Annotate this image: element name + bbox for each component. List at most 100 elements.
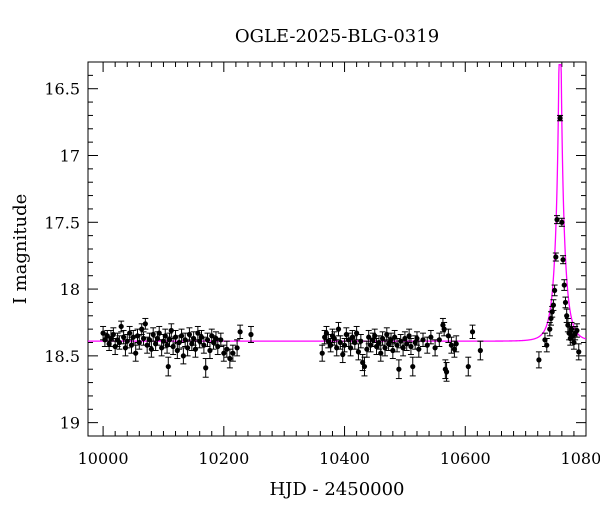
point-marker bbox=[428, 334, 434, 340]
point-marker bbox=[355, 349, 362, 355]
data-point bbox=[355, 343, 362, 361]
data-points bbox=[100, 114, 582, 382]
point-marker bbox=[576, 349, 582, 355]
data-point bbox=[381, 339, 388, 357]
point-marker bbox=[210, 339, 217, 346]
data-point bbox=[561, 279, 568, 291]
data-point bbox=[237, 324, 244, 339]
point-marker bbox=[451, 346, 458, 352]
point-marker bbox=[559, 219, 565, 225]
point-marker bbox=[408, 343, 414, 350]
point-marker bbox=[554, 217, 560, 223]
point-marker bbox=[335, 326, 342, 332]
point-marker bbox=[178, 333, 185, 339]
data-point bbox=[214, 337, 221, 356]
data-point bbox=[469, 324, 476, 339]
y-tick-label: 18.5 bbox=[44, 347, 80, 366]
data-point bbox=[443, 362, 450, 382]
point-marker bbox=[139, 326, 145, 332]
data-point bbox=[550, 299, 557, 311]
data-point bbox=[427, 329, 434, 345]
point-marker bbox=[218, 337, 224, 343]
data-point bbox=[407, 337, 414, 356]
data-point bbox=[130, 329, 137, 345]
point-marker bbox=[372, 333, 378, 339]
x-tick-label: 10200 bbox=[198, 449, 249, 468]
point-marker bbox=[185, 345, 191, 351]
data-point bbox=[178, 328, 185, 343]
data-point bbox=[445, 328, 452, 343]
point-marker bbox=[574, 327, 580, 334]
data-point bbox=[168, 323, 175, 338]
point-marker bbox=[197, 338, 203, 344]
point-marker bbox=[376, 339, 382, 346]
data-point bbox=[327, 337, 334, 353]
y-tick-label: 19 bbox=[60, 414, 80, 433]
point-marker bbox=[230, 350, 236, 356]
point-marker bbox=[469, 329, 476, 335]
point-marker bbox=[328, 342, 334, 348]
point-marker bbox=[436, 337, 442, 343]
point-marker bbox=[121, 334, 127, 340]
data-point bbox=[154, 331, 161, 346]
data-point bbox=[170, 337, 177, 356]
data-point bbox=[142, 317, 149, 330]
data-point bbox=[557, 114, 564, 122]
point-marker bbox=[364, 346, 370, 352]
point-marker bbox=[410, 363, 416, 370]
data-point bbox=[124, 333, 131, 349]
point-marker bbox=[130, 334, 136, 340]
data-point bbox=[150, 327, 157, 342]
point-marker bbox=[544, 342, 550, 348]
data-point bbox=[226, 348, 233, 369]
point-marker bbox=[180, 353, 186, 359]
point-marker bbox=[441, 326, 447, 332]
axis-ticks bbox=[88, 61, 587, 437]
data-point bbox=[132, 344, 139, 362]
data-point bbox=[223, 340, 230, 358]
y-axis-label: I magnitude bbox=[10, 194, 31, 305]
data-point bbox=[563, 308, 570, 323]
point-marker bbox=[477, 347, 483, 354]
point-marker bbox=[136, 339, 142, 346]
data-point bbox=[573, 323, 580, 338]
point-marker bbox=[234, 345, 240, 351]
data-point bbox=[406, 328, 413, 343]
data-point bbox=[200, 336, 207, 354]
data-point bbox=[551, 284, 558, 297]
data-point bbox=[136, 335, 143, 350]
point-marker bbox=[118, 323, 124, 330]
axis-tick-labels: 10000 10200 10400 10600 10800 16.5 17 17.5 18 18.… bbox=[44, 80, 600, 468]
point-marker bbox=[553, 254, 559, 260]
point-marker bbox=[388, 337, 394, 343]
data-point bbox=[118, 320, 125, 333]
point-marker bbox=[133, 350, 139, 356]
x-tick-label: 10800 bbox=[561, 449, 600, 468]
point-marker bbox=[361, 363, 368, 370]
data-point bbox=[319, 344, 326, 362]
point-marker bbox=[420, 337, 426, 343]
data-point bbox=[229, 344, 236, 362]
point-marker bbox=[561, 282, 567, 288]
data-point bbox=[371, 328, 378, 343]
point-marker bbox=[571, 339, 577, 346]
point-marker bbox=[127, 330, 133, 336]
point-marker bbox=[358, 338, 364, 344]
chart-title: OGLE-2025-BLG-0319 bbox=[235, 26, 439, 47]
y-tick-label: 17.5 bbox=[44, 213, 80, 232]
data-point bbox=[217, 332, 224, 348]
point-marker bbox=[400, 345, 406, 351]
model-curve bbox=[88, 64, 586, 342]
data-point bbox=[335, 321, 342, 337]
x-tick-label: 10400 bbox=[319, 449, 370, 468]
data-point bbox=[535, 351, 542, 369]
point-marker bbox=[106, 341, 112, 347]
point-marker bbox=[465, 363, 471, 370]
point-marker bbox=[382, 345, 388, 351]
point-marker bbox=[224, 346, 230, 352]
data-point bbox=[432, 339, 439, 357]
data-point bbox=[339, 346, 346, 364]
point-marker bbox=[165, 363, 171, 370]
y-tick-label: 17 bbox=[60, 147, 80, 166]
